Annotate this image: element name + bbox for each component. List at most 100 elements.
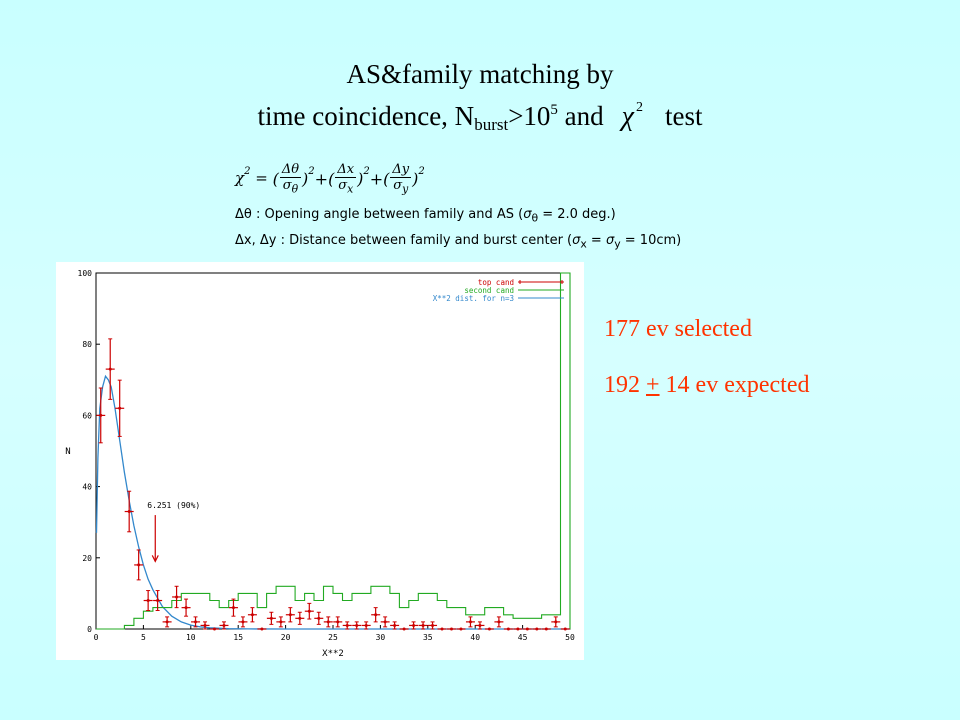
top-cand-point — [314, 611, 324, 625]
top-cand-marker — [544, 627, 548, 631]
top-cand-marker — [374, 613, 378, 617]
top-cand-marker — [184, 606, 188, 610]
formula-eq-sign: = — [250, 168, 273, 187]
top-cand-point — [295, 611, 305, 625]
top-cand-point — [333, 616, 343, 628]
top-cand-point — [105, 338, 115, 400]
second-cand-histogram — [96, 272, 571, 630]
top-cand-marker — [165, 620, 169, 624]
top-cand-point — [162, 616, 172, 628]
top-cand-marker — [326, 620, 330, 624]
top-cand-marker — [241, 620, 245, 624]
x-tick-label: 0 — [94, 633, 99, 642]
events-expected-text: 192 + 14 ev expected — [604, 372, 810, 398]
formula-term-theta: Δθ σθ — [279, 162, 302, 196]
top-cand-marker — [279, 620, 283, 624]
formula-lhs: χ — [235, 168, 245, 187]
definition-delta-theta: Δθ : Opening angle between family and AS… — [235, 207, 616, 225]
top-cand-point — [143, 590, 153, 611]
top-cand-marker — [288, 613, 292, 617]
y-tick-label: 60 — [82, 411, 92, 420]
top-cand-point — [551, 616, 561, 628]
top-cand-marker — [213, 627, 216, 631]
top-cand-point — [465, 616, 475, 628]
formula-term-x: Δx σx — [335, 162, 357, 196]
x-tick-label: 50 — [565, 633, 575, 642]
top-cand-point — [172, 585, 182, 609]
x-tick-label: 35 — [423, 633, 433, 642]
chi2-dist-curve — [95, 374, 570, 630]
x-tick-label: 20 — [281, 633, 291, 642]
title-line-2: time coincidence, Nburst>105 and χ 2 test — [0, 91, 960, 141]
title-line-1: AS&family matching by — [346, 59, 614, 89]
y-tick-label: 100 — [78, 269, 93, 278]
top-cand-point — [219, 621, 229, 630]
top-cand-marker — [440, 627, 444, 631]
top-cand-marker — [487, 627, 491, 631]
top-cand-point — [342, 621, 352, 630]
title-text-test: test — [664, 101, 703, 131]
title-chi-sup: 2 — [635, 100, 643, 115]
top-cand-point — [266, 611, 276, 625]
top-cand-marker — [175, 595, 179, 599]
events-selected-text: 177 ev selected — [604, 316, 752, 342]
top-cand-marker — [345, 623, 349, 627]
top-cand-marker — [421, 623, 425, 627]
top-cand-point — [418, 621, 428, 630]
plot-svg: 0 5 10 15 20 25 30 35 40 45 50 0 20 40 60 80 100 6.251 (… — [65, 269, 575, 659]
top-cand-marker — [563, 627, 567, 631]
top-cand-point — [541, 627, 551, 631]
top-cand-point — [352, 621, 362, 630]
top-cand-point — [428, 621, 438, 630]
top-cand-point — [238, 616, 248, 628]
top-cand-point — [532, 627, 542, 631]
top-cand-point — [285, 607, 295, 623]
top-cand-point — [134, 549, 144, 581]
top-cand-marker — [260, 627, 264, 631]
x-tick-label: 40 — [470, 633, 480, 642]
formula-term-y: Δy σy — [390, 162, 412, 196]
x-tick-label: 25 — [328, 633, 338, 642]
top-cand-marker — [412, 623, 416, 627]
definition-delta-xy: Δx, Δy : Distance between family and bur… — [235, 233, 682, 251]
top-cand-marker — [554, 620, 558, 624]
title-text-b: >10 — [508, 101, 551, 131]
top-cand-point — [96, 387, 106, 444]
top-cand-marker — [146, 599, 150, 603]
top-cand-marker — [156, 599, 160, 603]
formula-equation: χ2 = (Δθ σθ)2+(Δx σx)2+(Δy σy)2 — [235, 162, 425, 196]
top-cand-point — [276, 616, 286, 628]
legend-label: top cand — [478, 278, 514, 287]
top-cand-marker — [269, 616, 273, 620]
x-tick-label: 30 — [376, 633, 386, 642]
top-cand-marker — [355, 623, 359, 627]
top-cand-point — [513, 627, 523, 631]
top-cand-point — [304, 602, 314, 620]
y-tick-label: 80 — [82, 340, 92, 349]
top-cand-marker — [108, 367, 112, 371]
y-axis-label: N — [65, 447, 70, 457]
x-axis-label: X**2 — [322, 649, 344, 659]
x-tick-label: 5 — [141, 633, 146, 642]
top-cand-marker — [459, 627, 463, 631]
top-cand-marker — [364, 623, 368, 627]
top-cand-point — [124, 490, 134, 533]
annotation-arrow-head — [151, 555, 159, 563]
top-cand-marker — [99, 413, 103, 417]
x-tick-label: 15 — [233, 633, 243, 642]
top-cand-point — [494, 616, 504, 628]
x-tick-label: 10 — [186, 633, 196, 642]
top-cand-point — [399, 627, 409, 631]
legend-label: X**2 dist. for n=3 — [433, 294, 514, 303]
top-cand-marker — [203, 623, 207, 627]
top-cand-point — [323, 616, 333, 628]
top-cand-point — [437, 627, 447, 631]
x-tick-label: 45 — [518, 633, 528, 642]
y-tick-label: 40 — [82, 483, 92, 492]
top-cand-point — [484, 627, 494, 631]
top-cand-marker — [402, 627, 406, 631]
top-cand-marker — [307, 609, 311, 613]
slide-title: AS&family matching by time coincidence, … — [0, 58, 960, 141]
top-cand-marker — [478, 623, 482, 627]
top-cand-marker — [468, 620, 472, 624]
